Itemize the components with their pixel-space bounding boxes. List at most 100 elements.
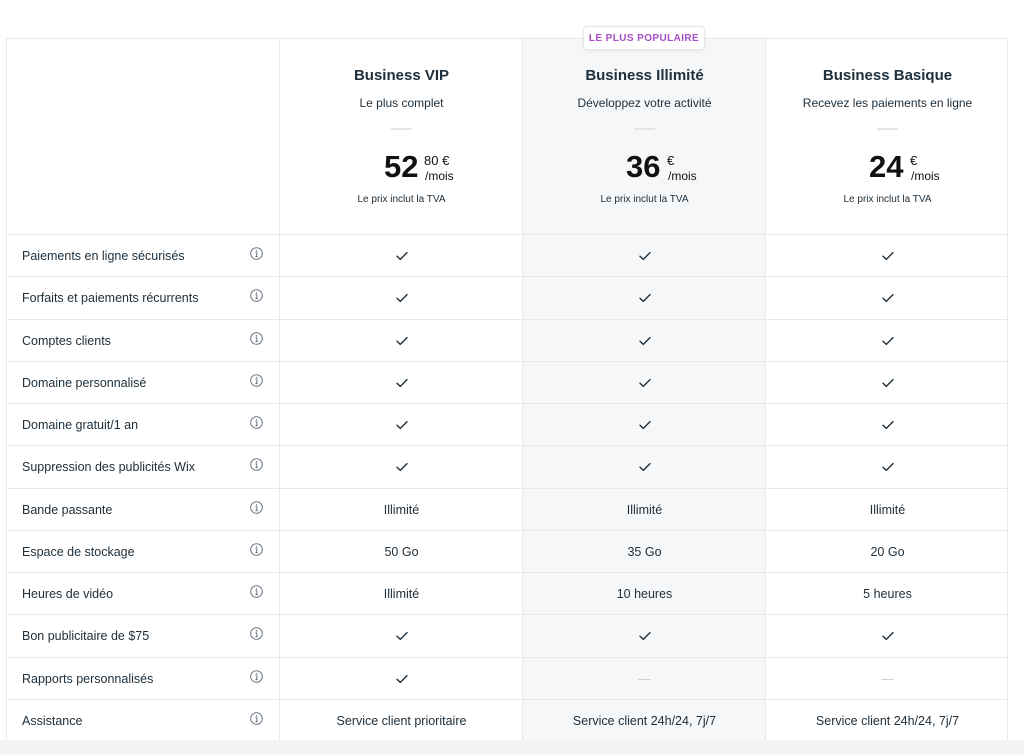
info-icon[interactable]	[250, 458, 263, 472]
feature-value: 5 heures	[863, 587, 912, 601]
feature-row: Bon publicitaire de $75	[7, 614, 1009, 656]
info-icon[interactable]	[250, 627, 263, 641]
price-amount: 36	[626, 149, 661, 184]
info-icon[interactable]	[250, 542, 263, 556]
feature-row: Suppression des publicités Wix	[7, 445, 1009, 487]
feature-label: Forfaits et paiements récurrents	[22, 291, 199, 306]
feature-value: 10 heures	[616, 587, 673, 601]
plan-subtitle: Le plus complet	[359, 96, 444, 110]
check-icon	[881, 251, 894, 261]
plan-divider	[634, 128, 655, 130]
feature-cell	[523, 362, 766, 404]
plan-name: Business Illimité	[585, 67, 704, 84]
plan-header-basique: Business Basique Recevez les paiements e…	[766, 39, 1009, 234]
info-icon[interactable]	[250, 711, 263, 725]
info-icon[interactable]	[250, 416, 263, 429]
feature-label: Bande passante	[22, 502, 113, 517]
feature-label: Domaine personnalisé	[22, 375, 147, 390]
feature-cell	[766, 446, 1009, 488]
feature-cell: Illimité	[280, 573, 523, 615]
check-icon	[638, 336, 651, 345]
feature-cell: Illimité	[523, 489, 766, 531]
feature-value: Illimité	[383, 502, 420, 517]
check-icon	[395, 336, 408, 345]
plan-header-illimite: Business Illimité Développez votre activ…	[523, 39, 766, 234]
feature-cell	[766, 615, 1009, 657]
price-amount: 52	[384, 149, 419, 184]
feature-cell: Illimité	[766, 489, 1009, 531]
check-icon	[881, 336, 894, 345]
feature-cell: Service client 24h/24, 7j/7	[523, 700, 766, 742]
info-icon[interactable]	[250, 289, 263, 303]
not-included-dash: —	[881, 671, 894, 686]
feature-label: Suppression des publicités Wix	[22, 460, 195, 475]
feature-cell: 20 Go	[766, 531, 1009, 573]
feature-cell	[280, 362, 523, 404]
info-icon[interactable]	[250, 669, 263, 683]
feature-label: Heures de vidéo	[22, 587, 114, 601]
feature-cell	[766, 277, 1009, 319]
feature-row: Assistance Service client prioritaire Serv…	[7, 698, 1009, 742]
feature-cell: 5 heures	[766, 573, 1009, 615]
price-period: /mois	[425, 169, 454, 183]
info-icon[interactable]	[250, 331, 263, 345]
price-cents-currency: €	[910, 153, 918, 168]
check-icon	[638, 632, 651, 641]
check-icon	[881, 420, 894, 430]
feature-cell	[280, 277, 523, 319]
feature-cell	[766, 404, 1009, 446]
check-icon	[638, 420, 651, 430]
feature-cell	[766, 362, 1009, 404]
feature-label: Assistance	[22, 713, 83, 728]
plan-divider	[877, 128, 898, 130]
plan-subtitle: Recevez les paiements en ligne	[802, 96, 973, 110]
highlighted-plan-column	[523, 39, 766, 741]
feature-value: Service client prioritaire	[336, 713, 467, 728]
check-icon	[395, 251, 408, 261]
plan-subtitle: Développez votre activité	[577, 96, 712, 110]
feature-row: Rapports personnalisés — —	[7, 656, 1009, 700]
feature-cell: —	[766, 658, 1009, 700]
feature-row: Espace de stockage 50 Go 35 Go 20 Go	[7, 529, 1009, 573]
feature-row: Paiements en ligne sécurisés	[7, 234, 1009, 276]
check-icon	[395, 463, 408, 472]
column-divider	[765, 39, 766, 741]
page-bottom-strip	[0, 740, 1024, 755]
feature-cell	[766, 235, 1009, 277]
price-cents-currency: €	[667, 153, 675, 168]
check-icon	[395, 632, 408, 641]
feature-value: 20 Go	[870, 544, 905, 559]
feature-label: Paiements en ligne sécurisés	[22, 249, 185, 263]
feature-value: Service client 24h/24, 7j/7	[815, 713, 960, 728]
feature-cell	[280, 235, 523, 277]
feature-cell	[523, 320, 766, 362]
column-divider	[279, 39, 280, 741]
feature-row: Comptes clients	[7, 318, 1009, 362]
feature-cell	[523, 235, 766, 277]
feature-label: Domaine gratuit/1 an	[22, 418, 139, 432]
info-icon[interactable]	[250, 373, 263, 387]
info-icon[interactable]	[250, 247, 263, 260]
price-amount: 24	[869, 149, 904, 184]
feature-label: Bon publicitaire de $75	[22, 629, 150, 644]
info-icon[interactable]	[250, 500, 263, 514]
check-icon	[395, 294, 408, 303]
column-divider	[522, 39, 523, 741]
feature-value: Service client 24h/24, 7j/7	[572, 713, 717, 728]
feature-value: Illimité	[869, 502, 906, 517]
check-icon	[638, 251, 651, 261]
plan-divider	[391, 128, 412, 130]
feature-row: Heures de vidéo Illimité 10 heures 5 heures	[7, 572, 1009, 614]
check-icon	[881, 294, 894, 303]
feature-cell	[523, 277, 766, 319]
feature-label: Rapports personnalisés	[22, 671, 154, 686]
pricing-comparison-table: Business VIP Le plus complet 52 80 € /mo…	[6, 38, 1009, 742]
feature-value: 35 Go	[627, 544, 662, 559]
feature-cell: Illimité	[280, 489, 523, 531]
check-icon	[881, 632, 894, 641]
feature-value: 50 Go	[384, 544, 419, 559]
check-icon	[638, 463, 651, 472]
feature-cell	[280, 658, 523, 700]
info-icon[interactable]	[250, 585, 263, 598]
check-icon	[395, 420, 408, 430]
